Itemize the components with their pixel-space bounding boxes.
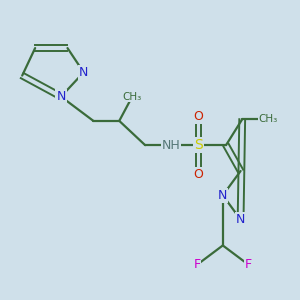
Text: CH₃: CH₃ [259, 114, 278, 124]
Text: N: N [236, 213, 245, 226]
Text: N: N [56, 90, 66, 103]
Text: CH₃: CH₃ [123, 92, 142, 102]
Text: S: S [194, 138, 203, 152]
Text: N: N [79, 66, 88, 79]
Text: N: N [218, 189, 227, 202]
Text: NH: NH [162, 139, 180, 152]
Text: O: O [194, 110, 203, 122]
Text: F: F [194, 258, 200, 272]
Text: F: F [245, 258, 252, 272]
Text: O: O [194, 168, 203, 181]
